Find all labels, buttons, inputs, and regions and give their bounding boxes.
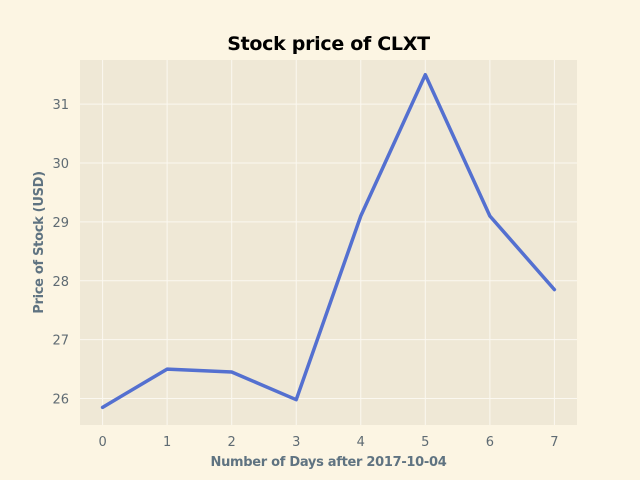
y-tick-label: 27: [52, 334, 69, 349]
x-tick-label: 4: [357, 435, 365, 450]
x-tick-label: 7: [550, 435, 558, 450]
x-axis-label: Number of Days after 2017-10-04: [210, 455, 446, 470]
grid-lines: [80, 60, 577, 425]
y-tick-label: 29: [52, 216, 69, 231]
x-tick-label: 1: [163, 435, 171, 450]
y-tick-label: 30: [52, 157, 69, 172]
y-tick-label: 31: [52, 98, 69, 113]
y-axis-label: Price of Stock (USD): [32, 171, 47, 314]
chart-title: Stock price of CLXT: [227, 33, 430, 55]
y-tick-label: 28: [52, 275, 69, 290]
series-layer: [100, 72, 557, 410]
x-tick-label: 2: [228, 435, 236, 450]
series-line: [100, 72, 557, 410]
plot-area: [80, 60, 577, 425]
x-tick-label: 5: [421, 435, 429, 450]
y-tick-label: 26: [52, 393, 69, 408]
x-tick-label: 0: [98, 435, 106, 450]
x-tick-label: 6: [486, 435, 494, 450]
tick-labels: 0 1 2 3 4 5 6 7 26 27 28 29 30 31: [52, 98, 558, 450]
x-tick-label: 3: [292, 435, 300, 450]
